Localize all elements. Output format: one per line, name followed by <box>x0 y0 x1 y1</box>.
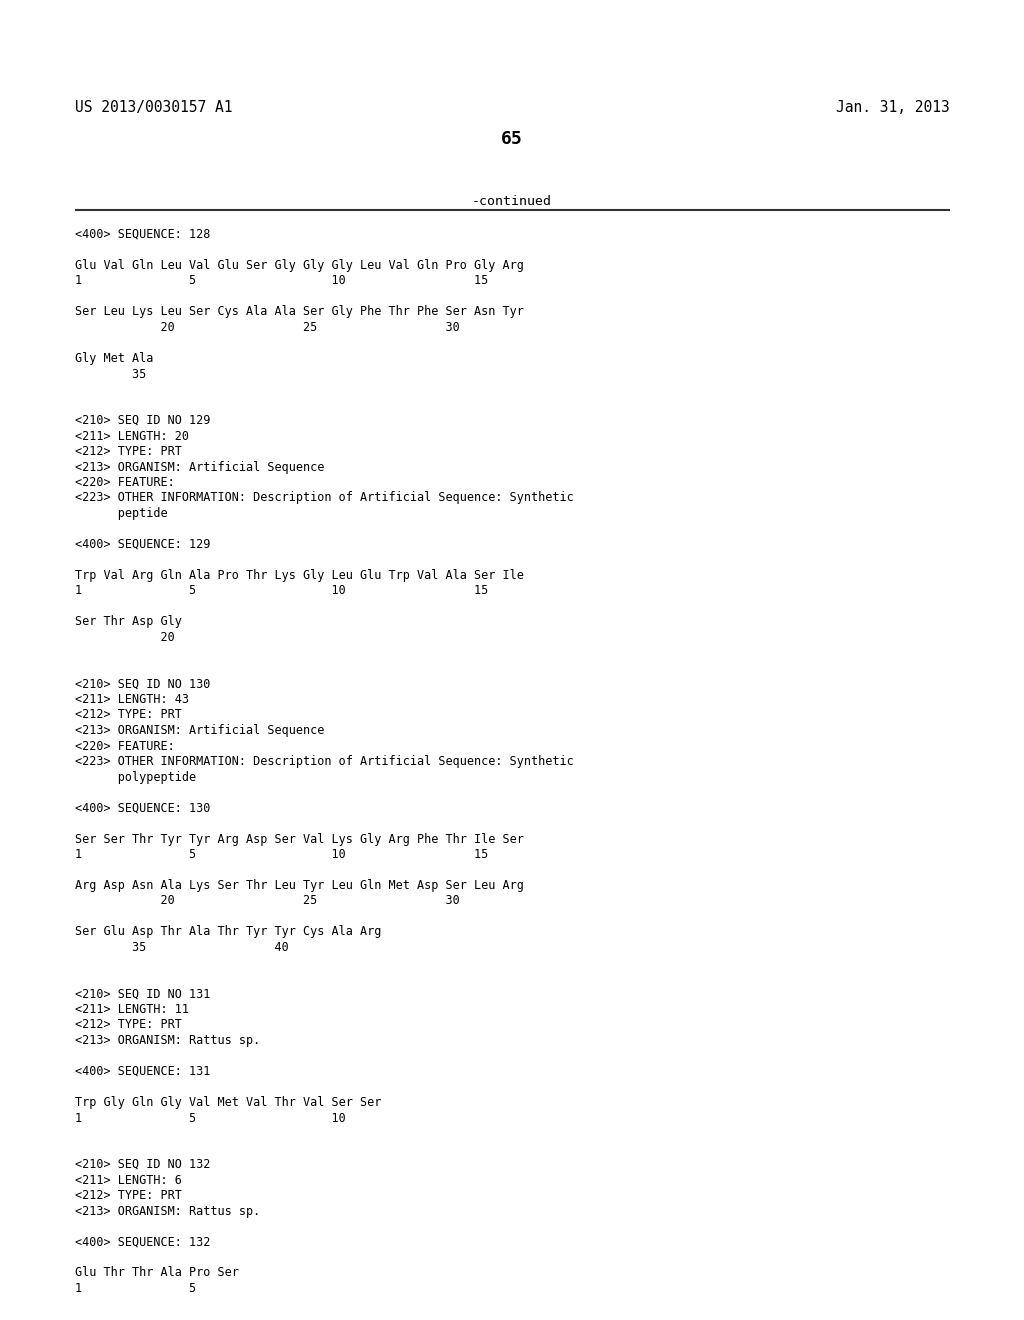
Text: Glu Thr Thr Ala Pro Ser: Glu Thr Thr Ala Pro Ser <box>75 1266 239 1279</box>
Text: polypeptide: polypeptide <box>75 771 197 784</box>
Text: Trp Gly Gln Gly Val Met Val Thr Val Ser Ser: Trp Gly Gln Gly Val Met Val Thr Val Ser … <box>75 1096 381 1109</box>
Text: <212> TYPE: PRT: <212> TYPE: PRT <box>75 1019 182 1031</box>
Text: <210> SEQ ID NO 132: <210> SEQ ID NO 132 <box>75 1158 210 1171</box>
Text: 20                  25                  30: 20 25 30 <box>75 321 460 334</box>
Text: Ser Glu Asp Thr Ala Thr Tyr Tyr Cys Ala Arg: Ser Glu Asp Thr Ala Thr Tyr Tyr Cys Ala … <box>75 925 381 939</box>
Text: <211> LENGTH: 6: <211> LENGTH: 6 <box>75 1173 182 1187</box>
Text: <210> SEQ ID NO 129: <210> SEQ ID NO 129 <box>75 414 210 426</box>
Text: 35                  40: 35 40 <box>75 941 289 954</box>
Text: <220> FEATURE:: <220> FEATURE: <box>75 739 175 752</box>
Text: <220> FEATURE:: <220> FEATURE: <box>75 477 175 488</box>
Text: 20                  25                  30: 20 25 30 <box>75 895 460 908</box>
Text: Ser Leu Lys Leu Ser Cys Ala Ala Ser Gly Phe Thr Phe Ser Asn Tyr: Ser Leu Lys Leu Ser Cys Ala Ala Ser Gly … <box>75 305 524 318</box>
Text: 1               5                   10: 1 5 10 <box>75 1111 346 1125</box>
Text: <400> SEQUENCE: 130: <400> SEQUENCE: 130 <box>75 801 210 814</box>
Text: <223> OTHER INFORMATION: Description of Artificial Sequence: Synthetic: <223> OTHER INFORMATION: Description of … <box>75 755 573 768</box>
Text: <400> SEQUENCE: 131: <400> SEQUENCE: 131 <box>75 1065 210 1078</box>
Text: <210> SEQ ID NO 131: <210> SEQ ID NO 131 <box>75 987 210 1001</box>
Text: 1               5                   10                  15: 1 5 10 15 <box>75 275 488 288</box>
Text: <223> OTHER INFORMATION: Description of Artificial Sequence: Synthetic: <223> OTHER INFORMATION: Description of … <box>75 491 573 504</box>
Text: Trp Val Arg Gln Ala Pro Thr Lys Gly Leu Glu Trp Val Ala Ser Ile: Trp Val Arg Gln Ala Pro Thr Lys Gly Leu … <box>75 569 524 582</box>
Text: <212> TYPE: PRT: <212> TYPE: PRT <box>75 1189 182 1203</box>
Text: <400> SEQUENCE: 129: <400> SEQUENCE: 129 <box>75 539 210 550</box>
Text: <213> ORGANISM: Rattus sp.: <213> ORGANISM: Rattus sp. <box>75 1204 260 1217</box>
Text: 65: 65 <box>501 129 523 148</box>
Text: <213> ORGANISM: Rattus sp.: <213> ORGANISM: Rattus sp. <box>75 1034 260 1047</box>
Text: <213> ORGANISM: Artificial Sequence: <213> ORGANISM: Artificial Sequence <box>75 723 325 737</box>
Text: Gly Met Ala: Gly Met Ala <box>75 352 154 366</box>
Text: 1               5                   10                  15: 1 5 10 15 <box>75 585 488 598</box>
Text: <211> LENGTH: 43: <211> LENGTH: 43 <box>75 693 189 706</box>
Text: Arg Asp Asn Ala Lys Ser Thr Leu Tyr Leu Gln Met Asp Ser Leu Arg: Arg Asp Asn Ala Lys Ser Thr Leu Tyr Leu … <box>75 879 524 892</box>
Text: 1               5                   10                  15: 1 5 10 15 <box>75 847 488 861</box>
Text: Jan. 31, 2013: Jan. 31, 2013 <box>837 100 950 115</box>
Text: <210> SEQ ID NO 130: <210> SEQ ID NO 130 <box>75 677 210 690</box>
Text: <400> SEQUENCE: 128: <400> SEQUENCE: 128 <box>75 228 210 242</box>
Text: <211> LENGTH: 11: <211> LENGTH: 11 <box>75 1003 189 1016</box>
Text: -continued: -continued <box>472 195 552 209</box>
Text: 35: 35 <box>75 367 146 380</box>
Text: 1               5: 1 5 <box>75 1282 197 1295</box>
Text: Glu Val Gln Leu Val Glu Ser Gly Gly Gly Leu Val Gln Pro Gly Arg: Glu Val Gln Leu Val Glu Ser Gly Gly Gly … <box>75 259 524 272</box>
Text: <212> TYPE: PRT: <212> TYPE: PRT <box>75 709 182 722</box>
Text: <211> LENGTH: 20: <211> LENGTH: 20 <box>75 429 189 442</box>
Text: US 2013/0030157 A1: US 2013/0030157 A1 <box>75 100 232 115</box>
Text: peptide: peptide <box>75 507 168 520</box>
Text: <213> ORGANISM: Artificial Sequence: <213> ORGANISM: Artificial Sequence <box>75 461 325 474</box>
Text: Ser Thr Asp Gly: Ser Thr Asp Gly <box>75 615 182 628</box>
Text: Ser Ser Thr Tyr Tyr Arg Asp Ser Val Lys Gly Arg Phe Thr Ile Ser: Ser Ser Thr Tyr Tyr Arg Asp Ser Val Lys … <box>75 833 524 846</box>
Text: 20: 20 <box>75 631 175 644</box>
Text: <212> TYPE: PRT: <212> TYPE: PRT <box>75 445 182 458</box>
Text: <400> SEQUENCE: 132: <400> SEQUENCE: 132 <box>75 1236 210 1249</box>
